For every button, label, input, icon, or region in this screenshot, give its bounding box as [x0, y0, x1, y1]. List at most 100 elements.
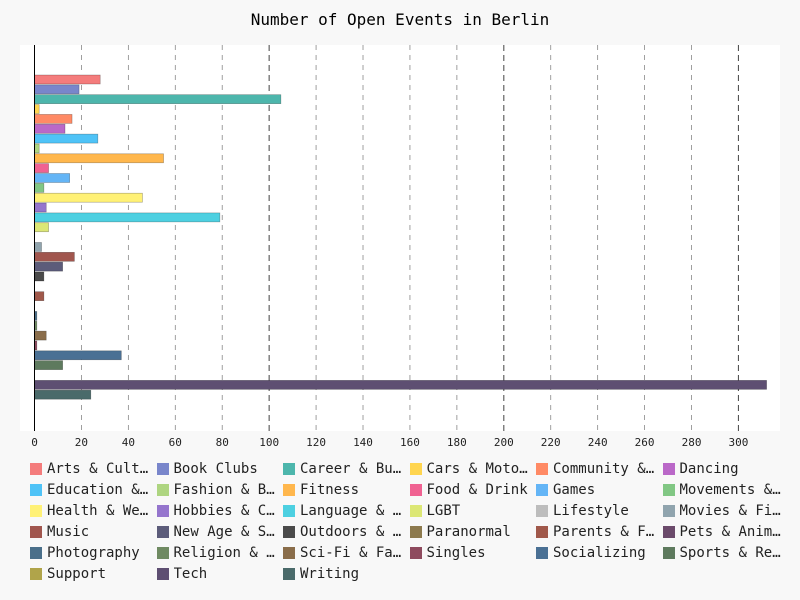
legend-item[interactable]: Fitness — [283, 479, 410, 500]
legend-label: Paranormal — [426, 523, 511, 540]
legend-swatch — [662, 504, 675, 517]
legend-item[interactable]: Paranormal — [409, 521, 537, 542]
legend-label: Music — [47, 523, 90, 540]
legend-item[interactable]: Photography — [30, 542, 157, 563]
bar — [34, 212, 221, 223]
legend-swatch — [283, 483, 295, 496]
bar — [34, 389, 92, 400]
bar — [34, 104, 40, 114]
legend-label: Cars & Motor… — [426, 460, 534, 477]
x-tick-label: 120 — [306, 436, 326, 449]
legend-label: Parents & Fa… — [553, 523, 660, 540]
bar — [34, 291, 45, 302]
x-tick-label: 280 — [682, 436, 702, 449]
legend-swatch — [30, 546, 42, 559]
legend-item[interactable]: Movies & Film — [662, 500, 790, 521]
chart-title: Number of Open Events in Berlin — [250, 10, 550, 29]
legend-item[interactable]: Community & … — [536, 458, 663, 479]
bar — [34, 94, 282, 104]
legend-item[interactable]: Health & Wel… — [30, 500, 157, 521]
legend-item[interactable]: Music — [30, 521, 157, 542]
legend-swatch — [662, 525, 675, 538]
legend-item[interactable]: Sports & Rec… — [662, 542, 790, 563]
legend-item[interactable]: Book Clubs — [156, 458, 284, 479]
legend-item[interactable]: Education & … — [30, 479, 157, 500]
x-tick-label: 220 — [541, 436, 561, 449]
x-tick-label: 100 — [259, 436, 279, 449]
x-tick-label: 180 — [447, 436, 467, 449]
x-tick-label: 140 — [353, 436, 373, 449]
legend-item[interactable]: LGBT — [409, 500, 537, 521]
legend-item[interactable]: Singles — [409, 542, 537, 563]
x-tick-label: 260 — [635, 436, 655, 449]
legend-label: Community & … — [553, 460, 660, 477]
legend-swatch — [536, 504, 548, 517]
legend-label: Fashion & Be… — [173, 481, 281, 498]
legend-swatch — [30, 525, 42, 538]
bar — [34, 271, 45, 282]
legend-item[interactable]: Arts & Cultu… — [30, 458, 157, 479]
grid-lines — [81, 45, 740, 431]
legend-swatch — [156, 546, 169, 559]
x-tick-label: 160 — [400, 436, 420, 449]
x-tick-label: 0 — [31, 436, 38, 449]
legend-item[interactable]: Sci-Fi & Fan… — [283, 542, 410, 563]
legend-item[interactable]: Writing — [283, 563, 410, 584]
legend-item[interactable]: Games — [536, 479, 663, 500]
legend-label: Singles — [426, 544, 486, 561]
legend-label: Dancing — [679, 460, 739, 477]
legend-swatch — [536, 546, 548, 559]
legend-item[interactable]: Tech — [156, 563, 284, 584]
legend-item[interactable]: Hobbies & Cr… — [156, 500, 284, 521]
legend-swatch — [662, 462, 675, 475]
legend-label: Education & … — [47, 481, 154, 498]
legend-item[interactable]: Religion & B… — [156, 542, 284, 563]
bar — [34, 330, 47, 341]
legend-item[interactable]: Cars & Motor… — [409, 458, 537, 479]
legend-swatch — [283, 525, 295, 538]
legend-swatch — [283, 462, 295, 475]
legend-label: Fitness — [300, 481, 360, 498]
legend-swatch — [156, 567, 169, 580]
legend-item[interactable]: Parents & Fa… — [536, 521, 663, 542]
legend-swatch — [156, 462, 169, 475]
bar — [34, 360, 63, 370]
legend-item[interactable]: Movements & … — [662, 479, 790, 500]
legend-item[interactable]: Lifestyle — [536, 500, 663, 521]
bar — [34, 380, 767, 390]
legend-label: Sports & Rec… — [679, 544, 787, 561]
bar — [34, 252, 75, 262]
legend-swatch — [536, 525, 548, 538]
x-tick-label: 200 — [494, 436, 514, 449]
bar — [34, 84, 80, 95]
legend-item[interactable]: Career & Bus… — [283, 458, 410, 479]
bar — [34, 74, 101, 85]
legend-label: Movements & … — [679, 481, 787, 498]
legend-swatch — [156, 525, 169, 538]
legend-item[interactable]: New Age & Sp… — [156, 521, 284, 542]
legend-item[interactable]: Socializing — [536, 542, 663, 563]
x-tick-label: 60 — [169, 436, 182, 449]
legend: Arts & Cultu… Book Clubs Career & Bus… Cars… — [30, 458, 795, 584]
legend-swatch — [536, 462, 548, 475]
legend-label: Support — [47, 565, 107, 582]
legend-item[interactable]: Fashion & Be… — [156, 479, 284, 500]
legend-label: Lifestyle — [553, 502, 629, 519]
legend-label: Tech — [173, 565, 208, 582]
legend-swatch — [283, 567, 295, 580]
legend-label: Movies & Film — [679, 502, 787, 519]
bar — [34, 133, 99, 144]
plot-background — [20, 45, 780, 431]
bar-chart-plot: 0 20 40 60 80 100 120 140 160 180 200 220 240 260 280 3… — [20, 45, 780, 449]
legend-item[interactable]: Support — [30, 563, 157, 584]
legend-item[interactable]: Pets & Anima… — [662, 521, 790, 542]
legend-swatch — [662, 546, 675, 559]
bar — [34, 173, 70, 183]
legend-item[interactable]: Dancing — [662, 458, 790, 479]
legend-item[interactable]: Outdoors & A… — [283, 521, 410, 542]
legend-swatch — [30, 483, 42, 496]
bars — [34, 74, 767, 400]
legend-swatch — [409, 462, 422, 475]
legend-item[interactable]: Food & Drink — [409, 479, 537, 500]
legend-item[interactable]: Language & E… — [283, 500, 410, 521]
